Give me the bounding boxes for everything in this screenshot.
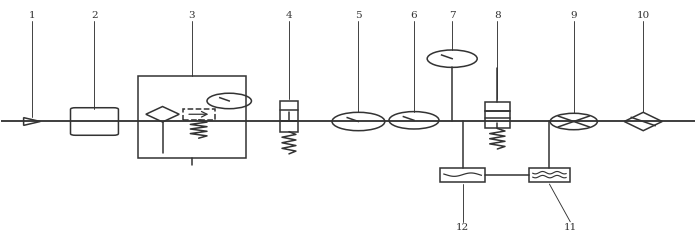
Bar bbox=[529, 168, 569, 182]
Bar bbox=[138, 76, 246, 158]
Text: 5: 5 bbox=[355, 11, 362, 20]
Bar bbox=[280, 122, 298, 132]
Text: 1: 1 bbox=[29, 11, 35, 20]
Text: 9: 9 bbox=[571, 11, 577, 20]
Bar bbox=[441, 168, 485, 182]
Text: 11: 11 bbox=[564, 223, 577, 232]
Text: 4: 4 bbox=[285, 11, 292, 20]
Text: 8: 8 bbox=[494, 11, 500, 20]
Text: 3: 3 bbox=[189, 11, 195, 20]
Bar bbox=[280, 101, 298, 122]
Text: 10: 10 bbox=[637, 11, 650, 20]
Text: 12: 12 bbox=[456, 223, 469, 232]
Text: 2: 2 bbox=[91, 11, 97, 20]
Text: 6: 6 bbox=[411, 11, 418, 20]
Text: 7: 7 bbox=[449, 11, 455, 20]
Bar bbox=[485, 111, 510, 129]
Bar bbox=[182, 109, 214, 120]
Bar bbox=[485, 102, 510, 111]
